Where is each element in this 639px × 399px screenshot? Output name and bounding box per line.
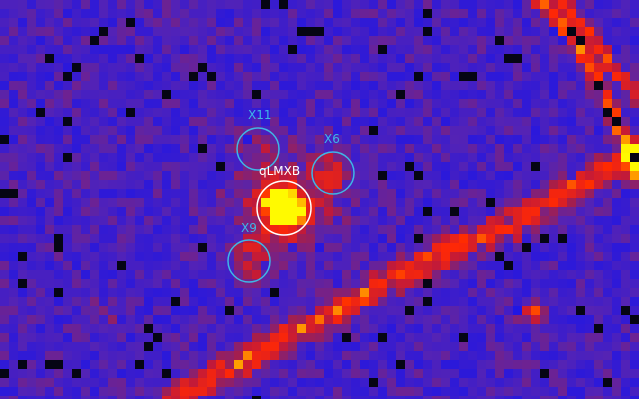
label-x6: X6 (324, 132, 340, 146)
label-qlmxb: qLMXB (259, 164, 300, 178)
label-x11: X11 (248, 108, 272, 122)
label-x9: X9 (241, 221, 257, 235)
region-circle-x6[interactable] (311, 151, 355, 195)
region-circle-qlmxb[interactable] (256, 180, 312, 236)
region-circle-x11[interactable] (236, 127, 280, 171)
region-circle-x9[interactable] (227, 239, 271, 283)
